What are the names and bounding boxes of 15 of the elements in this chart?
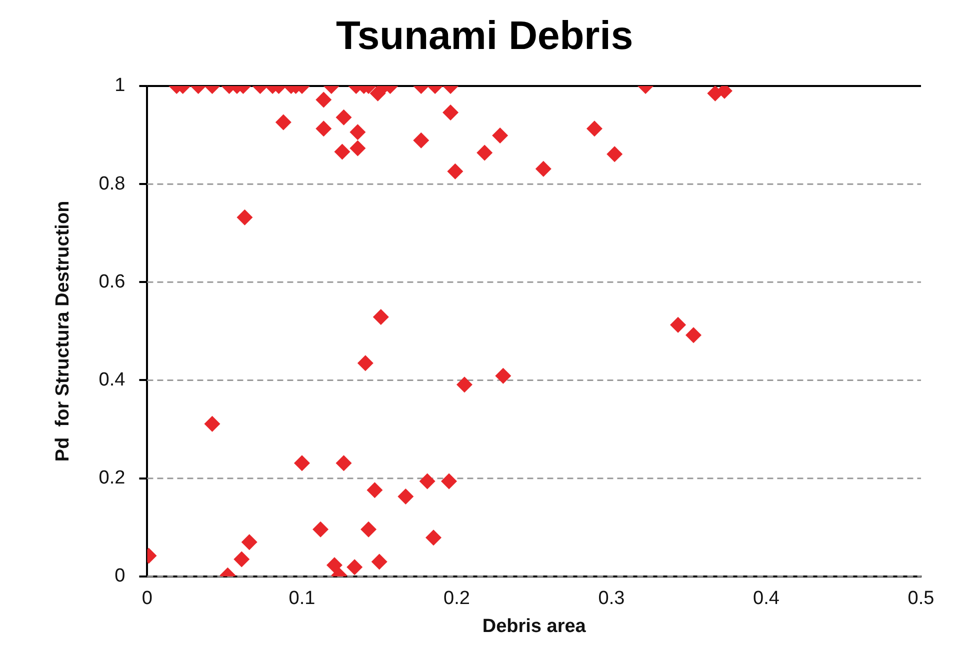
x-axis-title: Debris area xyxy=(482,616,586,637)
x-tick-label: 0.4 xyxy=(753,588,780,610)
y-tick-label: 0 xyxy=(114,566,126,587)
y-tick-label: 1 xyxy=(114,75,126,96)
y-tick-label: 0.4 xyxy=(98,369,126,390)
chart-title: Tsunami Debris xyxy=(336,14,634,58)
y-axis-title: Pd for Structura Destruction xyxy=(52,200,74,462)
x-tick-label: 0.5 xyxy=(908,588,934,610)
x-tick-label: 0.2 xyxy=(444,588,470,610)
x-tick-label: 0 xyxy=(142,588,152,610)
x-tick-label: 0.3 xyxy=(598,588,625,610)
y-tick-label: 0.2 xyxy=(98,468,126,489)
y-tick-label: 0.6 xyxy=(98,271,126,292)
y-tick-label: 0.8 xyxy=(98,173,126,194)
x-tick-label: 0.1 xyxy=(288,588,316,610)
